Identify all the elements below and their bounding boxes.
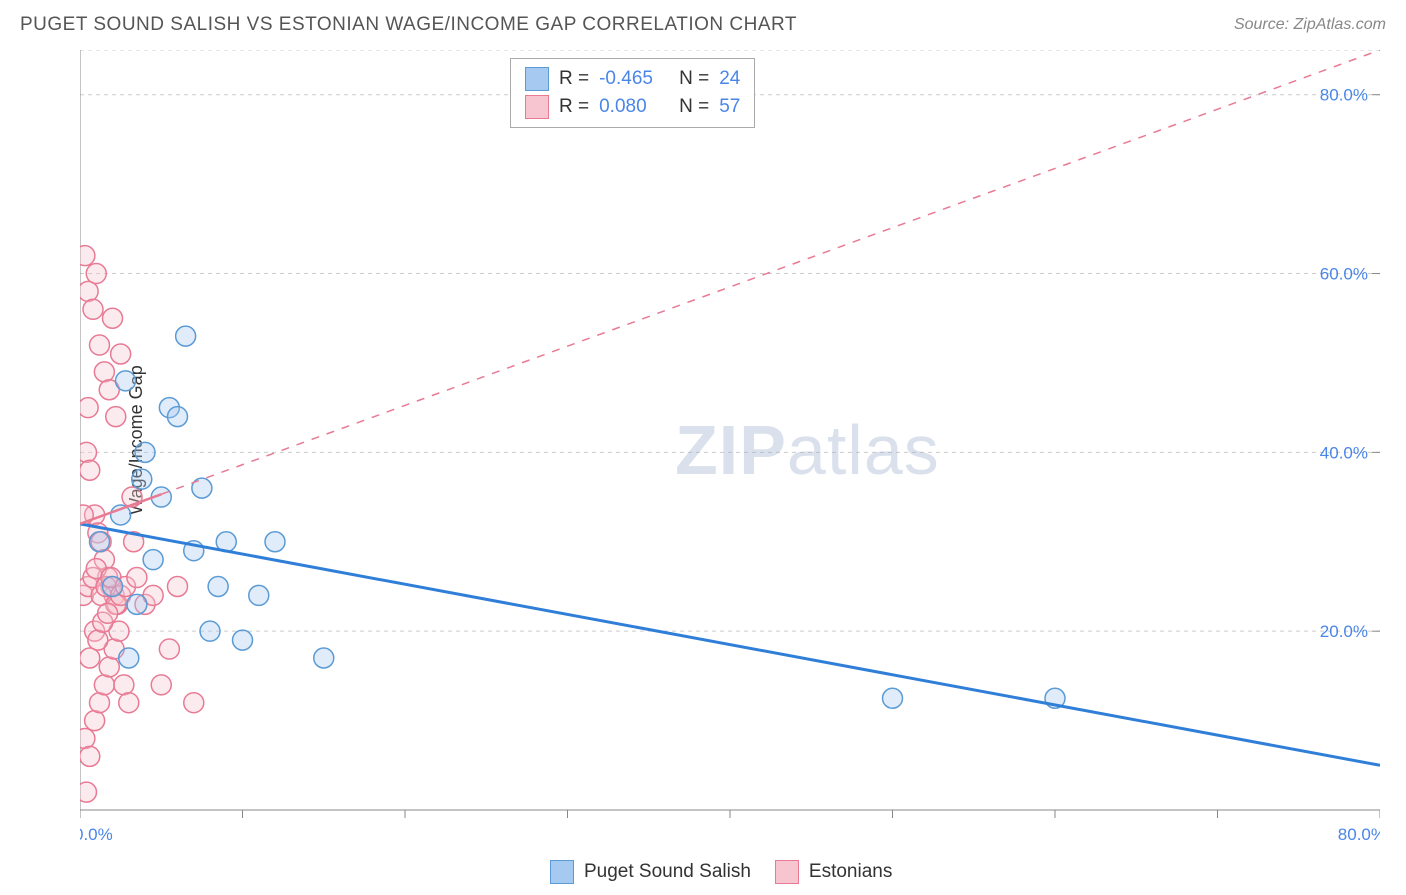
legend-item: Estonians bbox=[775, 860, 892, 884]
svg-text:20.0%: 20.0% bbox=[1320, 622, 1368, 641]
svg-text:80.0%: 80.0% bbox=[1320, 86, 1368, 105]
stats-legend-box: R = -0.465 N = 24 R = 0.080 N = 57 bbox=[510, 58, 755, 128]
legend-item: Puget Sound Salish bbox=[550, 860, 751, 884]
series-legend: Puget Sound Salish Estonians bbox=[550, 860, 892, 884]
stat-r-value: -0.465 bbox=[599, 68, 669, 90]
scatter-plot-svg: 0.0% 80.0% 20.0% 40.0% 60.0% 80.0% bbox=[80, 50, 1380, 890]
chart-area: Wage/Income Gap 0.0%80.0%20.0%40.0%60.0%… bbox=[50, 50, 1386, 830]
legend-swatch bbox=[525, 67, 549, 91]
stat-n-label: N = bbox=[679, 96, 709, 118]
stats-row: R = -0.465 N = 24 bbox=[525, 65, 740, 93]
legend-label: Puget Sound Salish bbox=[584, 861, 751, 883]
stat-r-value: 0.080 bbox=[599, 96, 669, 118]
plot-region: 0.0%80.0%20.0%40.0%60.0%80.0% ZIPatlas R… bbox=[80, 50, 1380, 830]
legend-swatch bbox=[775, 860, 799, 884]
legend-label: Estonians bbox=[809, 861, 892, 883]
chart-header: PUGET SOUND SALISH VS ESTONIAN WAGE/INCO… bbox=[20, 14, 1386, 36]
chart-title: PUGET SOUND SALISH VS ESTONIAN WAGE/INCO… bbox=[20, 14, 797, 36]
stats-row: R = 0.080 N = 57 bbox=[525, 93, 740, 121]
svg-text:60.0%: 60.0% bbox=[1320, 265, 1368, 284]
svg-text:80.0%: 80.0% bbox=[1338, 825, 1380, 844]
stat-n-value: 57 bbox=[719, 96, 740, 118]
stat-n-label: N = bbox=[679, 68, 709, 90]
stat-r-label: R = bbox=[559, 96, 589, 118]
legend-swatch bbox=[550, 860, 574, 884]
svg-text:40.0%: 40.0% bbox=[1320, 443, 1368, 462]
stat-n-value: 24 bbox=[719, 68, 740, 90]
chart-source: Source: ZipAtlas.com bbox=[1234, 16, 1386, 34]
legend-swatch bbox=[525, 95, 549, 119]
stat-r-label: R = bbox=[559, 68, 589, 90]
svg-text:0.0%: 0.0% bbox=[80, 825, 113, 844]
